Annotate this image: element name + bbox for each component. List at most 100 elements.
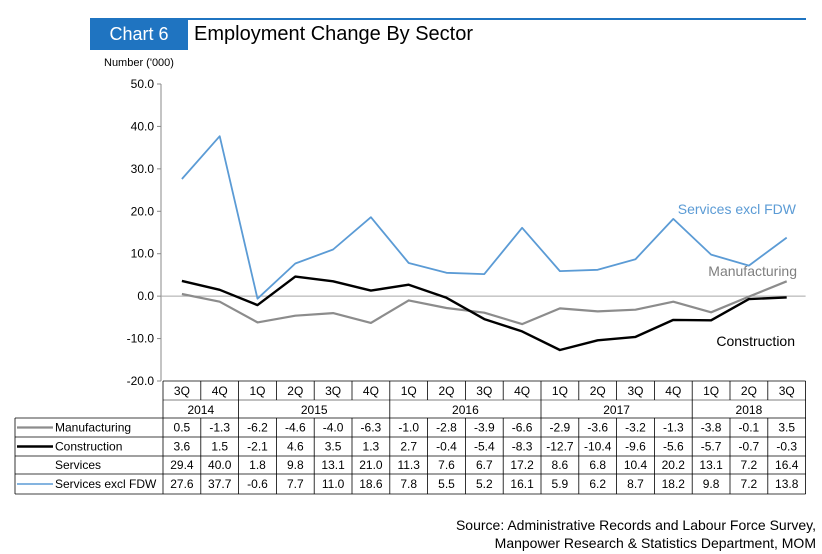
table-cell: -2.8 [436,421,457,435]
quarter-label: 4Q [212,384,228,398]
y-tick-label: 40.0 [131,119,155,133]
year-label: 2014 [187,403,214,417]
table-cell: 1.5 [211,440,228,454]
series-labels: Manufacturing Construction Services excl F… [678,201,797,349]
table-cell: 40.0 [208,458,232,472]
table-cell: -0.7 [739,440,760,454]
table-cell: 1.3 [363,440,380,454]
y-tick-label: -10.0 [127,332,155,346]
table-cell: 21.0 [359,458,383,472]
series-line-services-excl-fdw [182,136,787,299]
table-cell: -4.0 [323,421,344,435]
table-cell: 16.1 [510,477,534,491]
table-cell: -5.7 [701,440,722,454]
table-cell: 8.6 [552,458,569,472]
table-cell: 13.8 [775,477,799,491]
table-cell: -0.6 [247,477,268,491]
quarter-label: 1Q [401,384,417,398]
line-chart: 50.040.030.020.010.00.0-10.0-20.0 3Q 4Q 1Q… [0,0,822,554]
table-cell: -6.3 [361,421,382,435]
quarter-label: 2Q [287,384,303,398]
table-cell: -3.9 [474,421,495,435]
table-cell: 7.6 [438,458,455,472]
table-cell: -1.3 [209,421,230,435]
row-label: Construction [55,440,122,454]
year-label: 2017 [603,403,630,417]
series-line-manufacturing [182,281,787,324]
table-cell: 5.5 [438,477,455,491]
table-cell: -6.2 [247,421,268,435]
series-label-manufacturing: Manufacturing [708,263,797,279]
source-line-2: Manpower Research & Statistics Departmen… [456,534,816,552]
year-label: 2016 [452,403,479,417]
table-cell: 7.2 [741,477,758,491]
series-label-construction: Construction [716,333,795,349]
quarter-label: 3Q [627,384,643,398]
table-cell: 2.7 [400,440,417,454]
table-cell: 8.7 [627,477,644,491]
table-cell: 10.4 [624,458,648,472]
table-cell: 6.2 [589,477,606,491]
table-cell: 13.1 [321,458,345,472]
quarter-label: 4Q [514,384,530,398]
table-cell: 1.8 [249,458,266,472]
table-cell: 7.8 [400,477,417,491]
table-cell: -2.1 [247,440,268,454]
series-lines [182,136,787,350]
source-note: Source: Administrative Records and Labou… [456,516,816,552]
table-cell: 3.5 [325,440,342,454]
table-cell: -0.4 [436,440,457,454]
table-cell: -6.6 [512,421,533,435]
quarter-label: 2Q [741,384,757,398]
table-cell: 11.0 [322,477,345,491]
data-table: 3Q 4Q 1Q 2Q 3Q 4Q 1Q 2Q 3Q 4Q 1Q 2Q 3Q 4Q 1Q 2Q 3Q 2014 20… [15,381,806,494]
quarter-label: 4Q [665,384,681,398]
table-cell: 5.2 [476,477,493,491]
table-cell: 3.6 [174,440,191,454]
row-label: Services excl FDW [55,477,157,491]
table-cell: -2.9 [550,421,571,435]
y-tick-label: 50.0 [131,77,155,91]
table-cell: 11.3 [397,458,420,472]
y-tick-label: 20.0 [131,204,155,218]
table-cell: 7.7 [287,477,304,491]
quarter-label: 3Q [325,384,341,398]
source-line-1: Source: Administrative Records and Labou… [456,516,816,534]
table-cell: 20.2 [662,458,686,472]
table-cell: -1.0 [398,421,419,435]
table-cell: 17.2 [510,458,534,472]
row-label: Services [55,458,101,472]
quarter-label: 4Q [363,384,379,398]
row-label: Manufacturing [55,421,131,435]
table-cell: 3.5 [778,421,795,435]
y-axis: 50.0 40.0 30.0 20.0 10.0 0.0 -10.0 -20.0 [127,77,806,388]
y-tick-label: 0.0 [137,289,154,303]
quarter-label: 3Q [476,384,492,398]
quarter-label: 1Q [249,384,265,398]
year-label: 2015 [301,403,328,417]
quarter-label: 1Q [552,384,568,398]
table-cell: -3.8 [701,421,722,435]
table-cell: 9.8 [287,458,304,472]
quarter-label: 3Q [779,384,795,398]
table-cell: -12.7 [546,440,574,454]
table-cell: -0.3 [776,440,797,454]
table-cell: 18.6 [359,477,383,491]
table-cell: 6.7 [476,458,493,472]
table-cell: 7.2 [741,458,758,472]
quarter-label: 3Q [174,384,190,398]
y-tick-label: 30.0 [131,162,155,176]
table-cell: -5.6 [663,440,684,454]
table-cell: -5.4 [474,440,495,454]
table-cell: 16.4 [775,458,799,472]
table-cell: 13.1 [699,458,723,472]
table-cell: -4.6 [285,421,306,435]
table-cell: 0.5 [174,421,191,435]
table-cell: 5.9 [552,477,569,491]
quarter-label: 2Q [438,384,454,398]
table-cell: -3.2 [625,421,646,435]
table-cell: -10.4 [584,440,612,454]
table-cell: 4.6 [287,440,304,454]
series-label-services-excl-fdw: Services excl FDW [678,201,797,217]
table-cell: 6.8 [589,458,606,472]
